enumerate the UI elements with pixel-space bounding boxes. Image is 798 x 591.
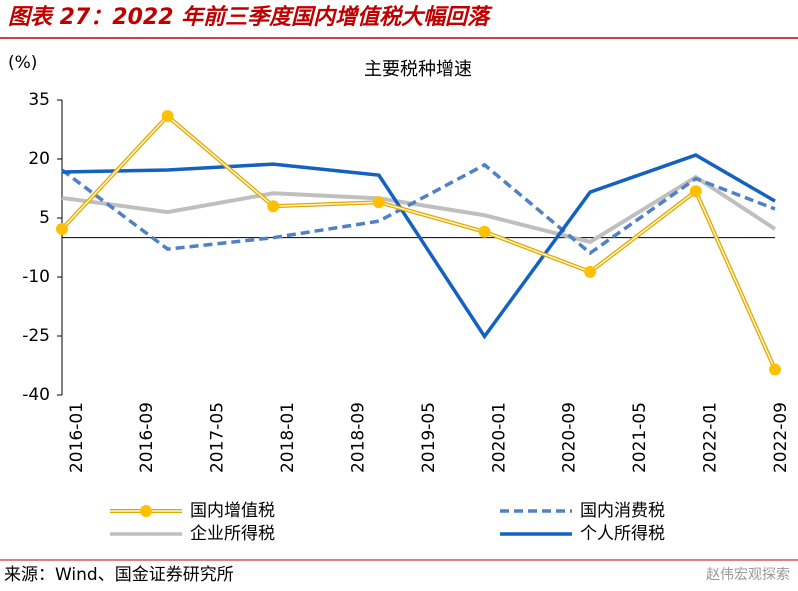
point	[372, 196, 385, 209]
legend-label: 国内消费税	[580, 501, 665, 521]
point	[267, 200, 280, 213]
x-tick-label: 2016-09	[137, 402, 157, 473]
x-tick-label: 2018-01	[278, 402, 298, 473]
point	[56, 223, 68, 236]
y-tick-label: 20	[28, 149, 50, 169]
line	[60, 162, 776, 256]
y-tick-label: 35	[28, 90, 50, 110]
x-tick-label: 2021-05	[630, 402, 650, 473]
chart-title: 主要税种增速	[364, 59, 472, 80]
legend-marker	[140, 505, 152, 517]
point	[584, 265, 597, 278]
y-axis-label: (%)	[8, 53, 37, 73]
y-tick-label: -40	[22, 385, 50, 405]
point	[161, 110, 174, 123]
point	[769, 363, 781, 376]
legend-label: 国内增值税	[190, 501, 275, 521]
point	[478, 225, 491, 238]
legend-label: 企业所得税	[190, 524, 275, 544]
line-outline	[60, 113, 777, 371]
x-tick-label: 2016-01	[67, 402, 87, 473]
x-tick-label: 2019-05	[419, 402, 439, 473]
x-tick-label: 2020-01	[489, 402, 509, 473]
x-tick-label: 2022-09	[771, 402, 791, 473]
watermark: 赵伟宏观探索	[706, 566, 790, 583]
source: 来源：Wind、国金证券研究所	[4, 565, 234, 585]
legend-label: 个人所得税	[580, 524, 665, 544]
line	[61, 115, 776, 370]
x-tick-label: 2020-09	[560, 402, 580, 473]
y-tick-label: -10	[22, 267, 50, 287]
y-tick-label: 5	[39, 208, 50, 228]
page-title: 图表 27：2022 年前三季度国内增值税大幅回落	[8, 4, 493, 30]
point	[689, 185, 702, 198]
x-tick-label: 2022-01	[701, 402, 721, 473]
y-tick-label: -25	[22, 326, 50, 346]
line	[61, 153, 776, 340]
x-tick-label: 2017-05	[208, 402, 228, 473]
x-tick-label: 2018-09	[348, 402, 368, 473]
line	[61, 174, 777, 245]
